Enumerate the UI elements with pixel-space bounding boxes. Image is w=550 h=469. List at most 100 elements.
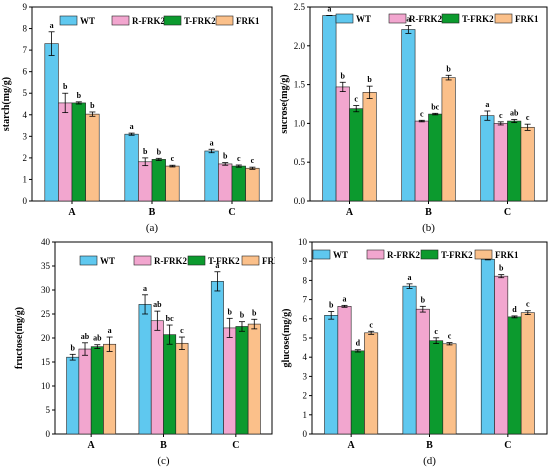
bar xyxy=(223,327,237,435)
significance-letter: b xyxy=(240,311,245,320)
legend-label: T-FRK2 xyxy=(184,16,216,26)
bar xyxy=(66,356,80,435)
y-axis-title: starch(mg/g) xyxy=(1,77,12,131)
y-tick-label: 20 xyxy=(41,333,51,343)
bar xyxy=(401,29,416,202)
bar xyxy=(520,126,535,202)
legend-label: T-FRK2 xyxy=(208,256,240,266)
y-tick-label: 1.0 xyxy=(294,118,306,128)
legend-label: WT xyxy=(356,14,371,24)
significance-letter: b xyxy=(223,152,228,161)
legend-swatch xyxy=(420,249,439,260)
y-tick-label: 3 xyxy=(23,131,28,141)
bar xyxy=(337,306,352,435)
bar xyxy=(322,15,337,202)
legend-label: WT xyxy=(333,250,348,260)
y-tick-label: 0 xyxy=(23,196,28,206)
bar xyxy=(58,102,73,202)
significance-letter: d xyxy=(356,339,361,348)
bar xyxy=(247,323,261,435)
y-tick-label: 10 xyxy=(298,237,308,247)
legend-label: FRK1 xyxy=(495,250,519,260)
y-tick-label: 5 xyxy=(23,88,28,98)
significance-letter: b xyxy=(499,264,504,273)
legend-swatch xyxy=(215,15,234,26)
significance-letter: a xyxy=(130,122,134,131)
chart-panel-d: 012345678910glucose(mg/g)AbadcBabccCabdc… xyxy=(281,237,548,467)
bar xyxy=(90,346,104,435)
legend-label: R-FRK2 xyxy=(154,256,187,266)
bar xyxy=(175,342,189,435)
y-tick-label: 2 xyxy=(23,153,28,163)
y-tick-label: 9 xyxy=(303,256,308,266)
y-tick-label: 4 xyxy=(303,352,308,362)
significance-letter: c xyxy=(448,332,452,341)
bar xyxy=(349,108,364,202)
bar xyxy=(44,43,59,202)
significance-letter: d xyxy=(512,305,517,314)
y-tick-label: 8 xyxy=(23,24,28,34)
bar xyxy=(165,165,180,202)
bar xyxy=(204,150,219,202)
x-tick-label: C xyxy=(504,440,511,451)
significance-letter: b xyxy=(143,147,148,156)
y-tick-label: 15 xyxy=(41,357,51,367)
bar xyxy=(245,167,260,202)
legend-swatch xyxy=(312,249,331,260)
legend-label: FRK1 xyxy=(515,14,539,24)
x-tick-label: C xyxy=(504,207,511,218)
significance-letter: c xyxy=(434,327,438,336)
significance-letter: b xyxy=(329,301,334,310)
x-tick-label: B xyxy=(160,440,167,451)
significance-letter: a xyxy=(50,21,54,30)
bar xyxy=(210,281,224,435)
significance-letter: a xyxy=(327,5,331,14)
panel-label: (a) xyxy=(146,222,159,234)
significance-letter: c xyxy=(251,156,255,165)
significance-letter: c xyxy=(171,154,175,163)
bar xyxy=(235,326,249,435)
y-tick-label: 40 xyxy=(41,237,51,247)
significance-letter: b xyxy=(157,147,162,156)
significance-letter: b xyxy=(70,343,75,352)
y-tick-label: 6 xyxy=(303,314,308,324)
significance-letter: c xyxy=(499,111,503,120)
bar xyxy=(71,102,86,202)
legend-swatch xyxy=(388,13,407,24)
x-tick-label: B xyxy=(425,207,432,218)
chart-panel-b: 0.00.51.01.52.02.5sucrose(mg/g)AabcbBacb… xyxy=(279,2,548,234)
x-tick-label: B xyxy=(149,207,156,218)
legend-swatch xyxy=(59,15,78,26)
panel-label: (c) xyxy=(157,455,170,467)
legend-swatch xyxy=(366,249,385,260)
legend-swatch xyxy=(133,255,152,266)
significance-letter: a xyxy=(215,261,219,270)
legend-swatch xyxy=(335,13,354,24)
y-tick-label: 1 xyxy=(23,174,28,184)
significance-letter: c xyxy=(526,300,530,309)
bar xyxy=(520,312,535,435)
legend-label: R-FRK2 xyxy=(387,250,420,260)
significance-letter: ab xyxy=(510,109,519,118)
significance-letter: c xyxy=(237,154,241,163)
legend-label: WT xyxy=(80,16,95,26)
significance-letter: b xyxy=(446,64,451,73)
y-tick-label: 2.5 xyxy=(294,2,306,12)
bar xyxy=(364,332,379,435)
bar xyxy=(480,115,495,202)
significance-letter: bc xyxy=(166,314,174,323)
x-tick-label: A xyxy=(346,207,354,218)
y-tick-label: 3 xyxy=(303,371,308,381)
legend-label: R-FRK2 xyxy=(132,16,165,26)
legend-swatch xyxy=(441,13,460,24)
bar xyxy=(218,163,233,202)
y-tick-label: 0 xyxy=(303,429,308,439)
panel-label: (d) xyxy=(423,455,436,467)
bar xyxy=(350,350,365,435)
legend-label: FRK1 xyxy=(236,16,260,26)
x-tick-label: A xyxy=(348,440,356,451)
significance-letter: b xyxy=(90,101,95,110)
bar xyxy=(402,285,417,435)
